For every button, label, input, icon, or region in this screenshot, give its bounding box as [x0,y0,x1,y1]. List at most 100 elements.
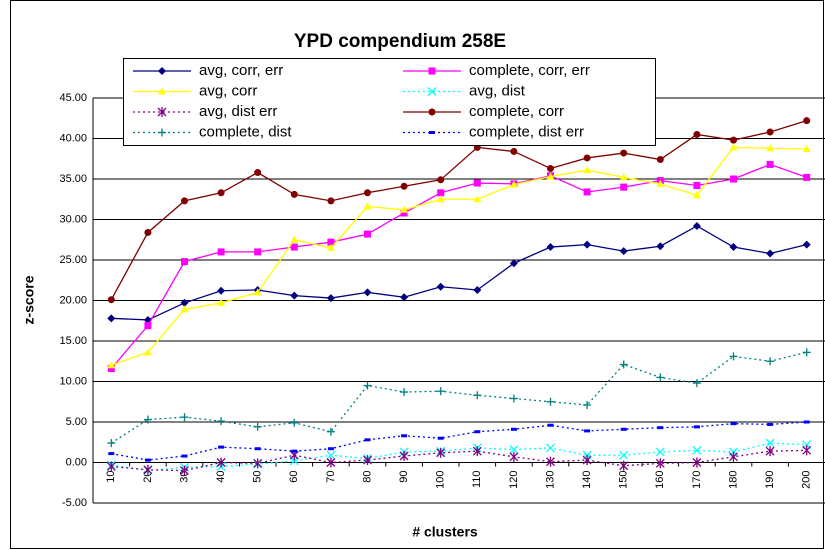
marker [436,387,445,396]
marker [546,397,555,406]
marker [290,291,299,300]
marker-part [217,286,226,295]
marker [583,188,591,196]
marker-part [583,154,591,162]
legend-label: complete, corr [469,103,564,120]
marker-part [436,282,445,291]
marker [436,195,445,203]
marker-part [619,173,628,181]
marker-part [363,288,372,297]
marker-part [144,458,151,462]
marker-part [326,450,336,460]
marker [509,394,518,403]
marker [693,130,701,138]
marker [400,293,409,302]
marker-part [144,322,152,330]
marker [327,238,335,246]
marker [655,458,665,469]
marker-part [400,209,408,217]
series-line [111,146,807,366]
marker [254,248,262,256]
marker-part [730,175,737,183]
marker [619,360,628,369]
marker [400,205,409,213]
marker [437,189,445,197]
marker [217,298,226,306]
marker [620,149,628,157]
marker-part [730,136,737,144]
marker [180,305,189,313]
y-tick-label: 10.00 [59,375,87,387]
marker-part [474,430,481,434]
marker [472,446,482,457]
marker [180,298,189,307]
marker [363,381,372,390]
marker-part [693,425,700,429]
marker-part [802,240,811,249]
marker-part [729,243,738,252]
x-tick-label: 190 [764,471,776,489]
marker [655,447,665,457]
marker [400,182,408,190]
marker-part [473,179,481,187]
marker-part [217,189,225,197]
marker-part [158,67,166,75]
marker-part [363,202,372,210]
marker-part [765,438,775,448]
marker-part [429,131,435,134]
marker-part [619,450,629,460]
marker [326,243,335,251]
marker-part [437,436,444,440]
marker-part [253,288,262,296]
marker-part [400,205,409,213]
y-tick-label: 35.00 [59,173,87,185]
marker-part [143,348,152,356]
marker [730,175,737,183]
marker-part [692,221,701,230]
marker [692,191,701,199]
marker [584,429,591,433]
marker [254,447,261,451]
marker-part [218,445,225,449]
marker [290,243,298,251]
legend-label: complete, corr, err [469,62,590,79]
x-tick-label: 100 [435,471,447,489]
marker [144,322,152,330]
marker [217,189,225,197]
marker [400,209,408,217]
x-tick-label: 70 [325,471,337,483]
marker [803,420,810,424]
y-tick-label: 45.00 [59,92,87,104]
marker [730,422,737,426]
marker-part [510,147,518,155]
marker [363,288,372,297]
marker-part [656,179,665,187]
marker-part [692,445,702,455]
marker-part [181,258,188,266]
x-tick-label: 110 [471,471,483,489]
marker [474,430,481,434]
x-tick-label: 80 [361,471,373,483]
marker [363,455,372,466]
marker-part [254,447,261,451]
marker [546,172,555,180]
marker [364,438,371,442]
marker-part [546,443,555,453]
marker [547,164,554,172]
y-axis-label: z-score [21,275,37,324]
series-line [111,442,807,472]
marker [656,373,665,382]
marker [107,296,115,304]
legend-label: complete, dist err [469,123,584,140]
marker-part [656,156,664,164]
marker [802,348,811,357]
marker-part [766,160,774,168]
marker [253,422,262,431]
marker [473,285,482,294]
marker-part [107,296,115,304]
marker [729,352,738,361]
marker-part [547,423,554,427]
marker [363,202,372,210]
x-tick-label: 10 [105,471,117,483]
marker-part [107,361,116,369]
